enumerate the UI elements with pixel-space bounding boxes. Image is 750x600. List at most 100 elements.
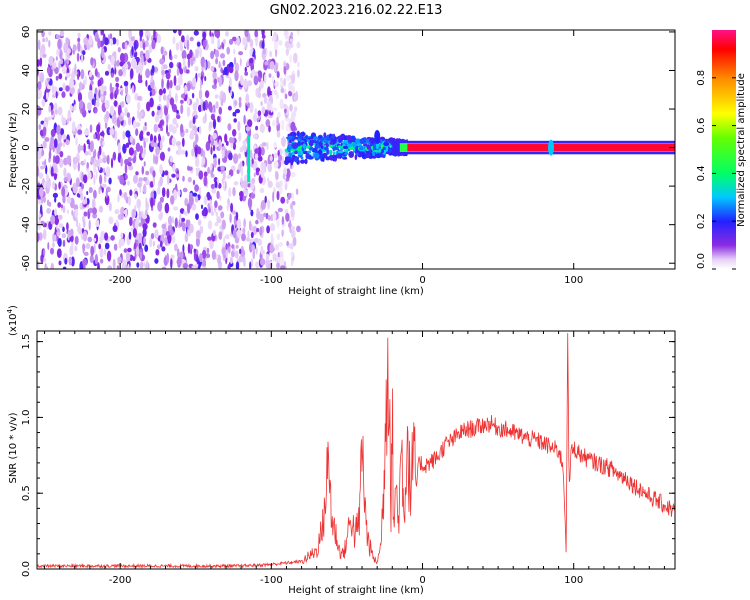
signal-blob <box>305 134 309 140</box>
noise-blob <box>84 197 88 205</box>
noise-blob <box>127 161 132 167</box>
noise-blob <box>82 198 86 205</box>
noise-blob <box>198 170 204 180</box>
noise-blob <box>260 245 264 255</box>
noise-blob <box>236 218 242 230</box>
noise-blob <box>244 66 247 73</box>
noise-blob <box>238 100 242 108</box>
noise-blob <box>276 262 280 269</box>
noise-blob <box>207 166 211 175</box>
noise-blob <box>51 109 54 116</box>
noise-blob <box>152 222 157 228</box>
noise-blob <box>234 250 239 259</box>
noise-blob <box>169 79 173 89</box>
noise-blob <box>137 109 140 120</box>
noise-blob <box>109 82 113 93</box>
noise-blob <box>74 208 78 218</box>
noise-blob <box>133 120 137 129</box>
noise-blob <box>167 132 170 137</box>
noise-blob <box>98 205 104 213</box>
noise-blob <box>279 98 284 110</box>
signal-blob <box>316 139 320 146</box>
noise-blob <box>257 76 262 83</box>
noise-blob <box>265 253 270 261</box>
noise-blob <box>257 238 262 246</box>
snr-marks <box>37 333 675 569</box>
noise-blob <box>204 90 210 98</box>
noise-blob <box>276 116 279 126</box>
vertical-streak <box>247 136 251 183</box>
noise-blob <box>207 236 212 241</box>
noise-blob <box>78 222 81 233</box>
noise-blob <box>212 118 217 130</box>
noise-blob <box>222 59 226 67</box>
noise-blob <box>169 61 174 69</box>
noise-blob <box>129 189 133 196</box>
noise-blob <box>69 104 73 111</box>
noise-blob <box>175 42 180 51</box>
noise-blob <box>177 248 180 258</box>
noise-blob <box>181 137 185 147</box>
noise-blob <box>53 138 58 149</box>
noise-blob <box>260 147 265 156</box>
noise-blob <box>189 133 195 140</box>
noise-blob <box>239 57 242 67</box>
signal-blob <box>288 152 293 157</box>
noise-blob <box>42 229 47 240</box>
noise-blob <box>155 146 160 156</box>
noise-blob <box>172 30 177 34</box>
noise-blob <box>125 94 131 104</box>
noise-blob <box>133 242 137 250</box>
noise-blob <box>230 250 235 258</box>
noise-blob <box>48 31 52 36</box>
signal-blob <box>341 135 344 141</box>
noise-blob <box>50 262 55 269</box>
noise-blob <box>243 218 246 228</box>
noise-blob <box>84 129 90 136</box>
x-tick-label: 100 <box>564 575 583 586</box>
noise-blob <box>276 190 280 201</box>
noise-blob <box>42 161 45 166</box>
signal-blob <box>344 152 348 155</box>
noise-blob <box>131 46 134 56</box>
noise-blob <box>41 98 46 107</box>
spectrogram-marks <box>37 30 675 269</box>
noise-blob <box>145 49 150 60</box>
noise-blob <box>133 149 137 157</box>
noise-blob <box>238 131 242 142</box>
noise-blob <box>136 217 140 224</box>
noise-blob <box>94 87 98 95</box>
noise-blob <box>85 243 91 250</box>
noise-blob <box>59 52 63 60</box>
noise-blob <box>237 153 242 159</box>
noise-blob <box>116 265 120 269</box>
noise-blob <box>201 249 207 259</box>
noise-blob <box>267 163 273 173</box>
noise-blob <box>225 249 228 259</box>
signal-blob <box>308 146 314 151</box>
noise-blob <box>37 199 42 205</box>
noise-blob <box>62 141 66 148</box>
noise-blob <box>58 87 63 92</box>
snr-frame <box>36 330 676 570</box>
noise-blob <box>59 151 64 158</box>
noise-blob <box>229 136 233 144</box>
noise-blob <box>210 183 215 190</box>
noise-blob <box>282 147 285 157</box>
noise-blob <box>119 61 124 67</box>
noise-blob <box>252 249 256 260</box>
noise-blob <box>290 208 295 218</box>
noise-blob <box>257 110 262 117</box>
noise-blob <box>198 104 202 113</box>
noise-blob <box>48 39 51 48</box>
noise-blob <box>210 135 213 142</box>
noise-blob <box>105 166 111 177</box>
noise-blob <box>276 218 280 228</box>
noise-blob <box>274 81 279 88</box>
noise-blob <box>44 137 50 142</box>
signal-blob <box>323 139 329 144</box>
noise-blob <box>106 250 112 262</box>
noise-blob <box>291 229 296 239</box>
signal-spike-blob <box>374 130 381 142</box>
noise-blob <box>121 42 126 50</box>
